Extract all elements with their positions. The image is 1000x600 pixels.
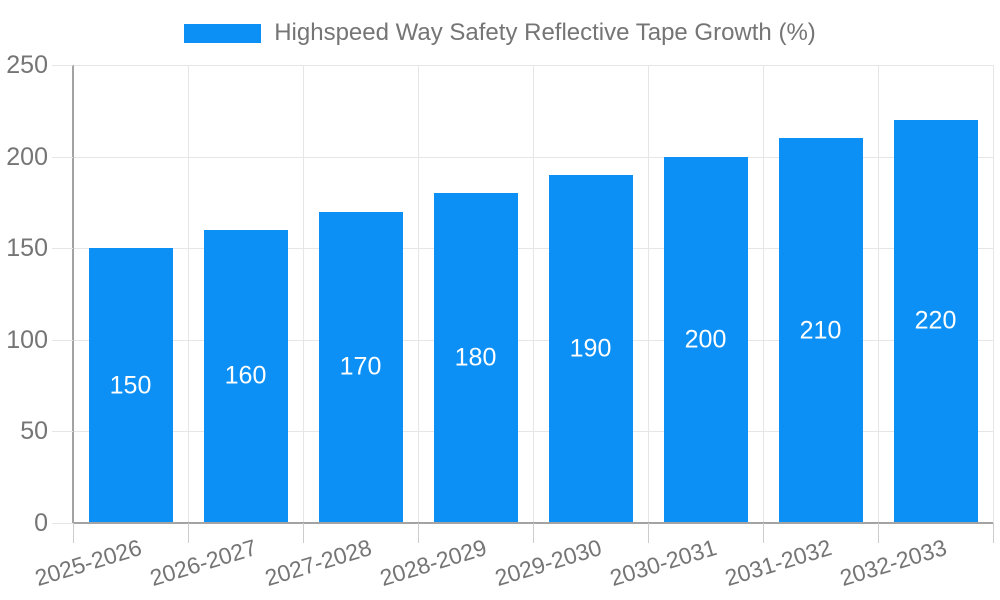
bar-value-label: 160 — [224, 361, 267, 390]
bar-2025-2026[interactable]: 150 — [88, 248, 173, 523]
gridline-vertical — [763, 65, 764, 523]
y-axis-tick — [52, 156, 73, 158]
y-axis-tick — [52, 339, 73, 341]
x-axis-tick — [763, 523, 764, 543]
bar-value-label: 210 — [799, 316, 842, 345]
y-axis-tick-label: 100 — [6, 325, 48, 354]
y-axis-tick — [52, 248, 73, 250]
y-axis-tick-label: 0 — [34, 509, 48, 537]
bar-value-label: 200 — [684, 325, 727, 354]
bar-value-label: 170 — [339, 352, 382, 381]
gridline-vertical — [418, 65, 419, 523]
y-axis-tick-label: 250 — [6, 51, 48, 79]
plot-area: 150 160 170 180 190 200 210 220 — [73, 65, 994, 523]
x-axis-tick-label: 2027-2028 — [261, 534, 375, 592]
bar-2028-2029[interactable]: 180 — [433, 193, 518, 523]
bar-2029-2030[interactable]: 190 — [548, 174, 633, 523]
bar-value-label: 190 — [569, 334, 612, 363]
y-axis-line — [72, 65, 74, 523]
x-axis-tick — [418, 523, 419, 543]
bar-2031-2032[interactable]: 210 — [778, 138, 863, 523]
x-axis-tick-label: 2026-2027 — [146, 534, 260, 592]
x-axis-tick-label: 2030-2031 — [606, 534, 720, 592]
y-axis-tick — [52, 431, 73, 433]
y-axis-tick-label: 50 — [20, 417, 48, 446]
x-axis-tick — [533, 523, 534, 543]
x-axis-tick-label: 2031-2032 — [721, 534, 835, 592]
x-axis-tick-label: 2029-2030 — [491, 534, 605, 592]
bar-value-label: 180 — [454, 343, 497, 372]
bar-2027-2028[interactable]: 170 — [318, 211, 403, 523]
gridline-vertical — [303, 65, 304, 523]
gridline-vertical — [533, 65, 534, 523]
legend-item[interactable]: Highspeed Way Safety Reflective Tape Gro… — [0, 20, 1000, 46]
y-axis-tick — [52, 523, 73, 524]
gridline-vertical — [878, 65, 879, 523]
legend-label: Highspeed Way Safety Reflective Tape Gro… — [274, 19, 816, 46]
x-axis-tick — [878, 523, 879, 543]
x-axis-tick-label: 2028-2029 — [376, 534, 490, 592]
bar-2032-2033[interactable]: 220 — [893, 119, 978, 523]
gridline-vertical — [993, 65, 994, 523]
bar-value-label: 220 — [914, 306, 957, 335]
x-axis-tick — [648, 523, 649, 543]
x-axis-tick-label: 2025-2026 — [31, 534, 145, 592]
gridline-vertical — [188, 65, 189, 523]
x-axis-tick — [188, 523, 189, 543]
x-axis-tick — [303, 523, 304, 543]
y-axis-tick — [52, 65, 73, 66]
bar-2026-2027[interactable]: 160 — [203, 229, 288, 523]
x-axis-tick — [993, 523, 994, 543]
y-axis: 0 50 100 150 200 250 — [0, 0, 48, 600]
bar-2030-2031[interactable]: 200 — [663, 156, 748, 523]
bar-value-label: 150 — [109, 371, 152, 400]
x-axis-tick — [73, 523, 74, 543]
legend-swatch — [184, 23, 262, 43]
gridline-vertical — [648, 65, 649, 523]
y-axis-tick-label: 200 — [6, 142, 48, 171]
y-axis-tick-label: 150 — [6, 234, 48, 263]
x-axis-tick-label: 2032-2033 — [836, 534, 950, 592]
x-axis: 2025-2026 2026-2027 2027-2028 2028-2029 2029… — [31, 534, 993, 600]
